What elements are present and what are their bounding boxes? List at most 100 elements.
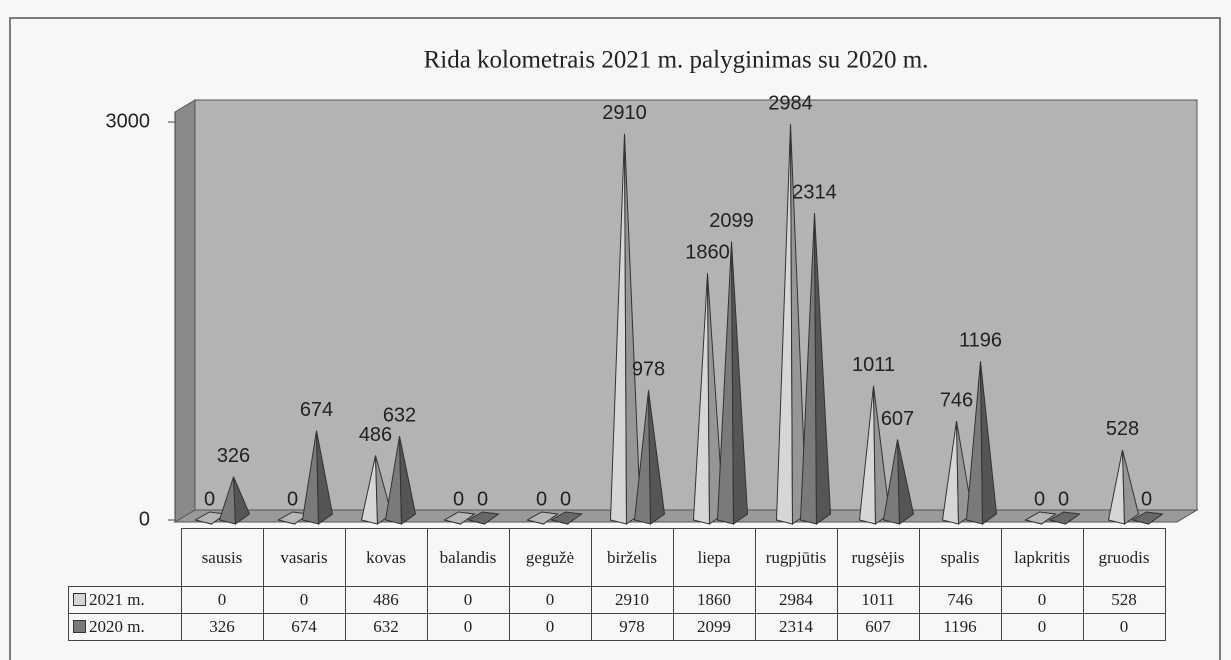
pyramid — [882, 439, 915, 525]
pyramid-face — [897, 439, 915, 525]
table-row: sausis vasaris kovas balandis gegužė birželis… — [69, 528, 1166, 587]
legend-swatch — [73, 620, 86, 633]
table-cell: vasaris — [262, 528, 346, 587]
side-wall — [174, 99, 196, 523]
table-cell: 0 — [1000, 586, 1084, 614]
data-label: 528 — [1106, 418, 1139, 440]
back-wall — [194, 99, 1198, 511]
table-cell: 2021 m. — [68, 586, 182, 614]
pyramid-base — [1024, 511, 1057, 525]
table-cell: 2910 — [590, 586, 674, 614]
pyramid-base — [1131, 511, 1164, 525]
table-cell — [69, 529, 182, 587]
legend-label: 2021 m. — [89, 590, 145, 609]
pyramid — [443, 511, 476, 525]
table-cell: 607 — [836, 613, 920, 641]
table-cell: 0 — [426, 613, 510, 641]
table-cell: 1860 — [672, 586, 756, 614]
data-label: 978 — [632, 359, 665, 381]
table-cell: 1196 — [918, 613, 1002, 641]
pyramid — [858, 385, 891, 525]
pyramid — [716, 241, 749, 525]
pyramid — [1048, 511, 1081, 525]
table-cell: 0 — [1082, 613, 1166, 641]
pyramid-base — [526, 511, 559, 525]
pyramid-base — [467, 511, 500, 525]
pyramid — [633, 390, 666, 525]
table-cell: rugsėjis — [836, 528, 920, 587]
pyramid-face — [648, 390, 666, 525]
data-label: 1860 — [685, 242, 730, 264]
data-label: 0 — [453, 488, 464, 510]
table-cell: balandis — [426, 528, 510, 587]
legend-swatch — [73, 593, 86, 606]
pyramid-face — [1122, 449, 1140, 525]
data-label: 632 — [383, 404, 416, 426]
pyramid — [609, 133, 642, 525]
legend-label: 2020 m. — [89, 617, 145, 636]
pyramid-face — [399, 436, 417, 525]
table-cell: 326 — [180, 613, 264, 641]
table-cell: lapkritis — [1000, 528, 1084, 587]
table-cell: 0 — [262, 586, 346, 614]
table-cell: kovas — [344, 528, 428, 587]
data-label: 746 — [940, 389, 973, 411]
pyramid — [799, 212, 832, 525]
table-row: 2020 m. 326 674 632 0 0 978 2099 2314 607 1196 0 0 — [68, 613, 1166, 641]
table-cell: 746 — [918, 586, 1002, 614]
pyramid — [301, 430, 334, 525]
pyramid — [550, 511, 583, 525]
pyramid-base — [550, 511, 583, 525]
table-cell: gruodis — [1082, 528, 1166, 587]
data-label: 2099 — [709, 210, 754, 232]
y-tick-label: 3000 — [106, 110, 151, 132]
table-cell: 528 — [1082, 586, 1166, 614]
table-cell: 2020 m. — [68, 613, 182, 641]
pyramid — [218, 476, 251, 525]
data-label: 607 — [881, 408, 914, 430]
pyramid-base — [1048, 511, 1081, 525]
data-label: 2984 — [768, 92, 813, 114]
chart-title: Rida kolometrais 2021 m. palyginimas su … — [424, 47, 929, 74]
pyramid-face — [731, 241, 749, 525]
pyramid-face — [624, 133, 642, 525]
data-label: 0 — [1058, 488, 1069, 510]
table-cell: 2984 — [754, 586, 838, 614]
data-table: sausis vasaris kovas balandis gegužė birželis… — [68, 528, 1166, 641]
data-label: 0 — [560, 488, 571, 510]
floor — [173, 509, 1199, 523]
data-label: 486 — [359, 424, 392, 446]
table-cell: 1011 — [836, 586, 920, 614]
table-row: 2021 m. 0 0 486 0 0 2910 1860 2984 1011 746 0 528 — [68, 586, 1166, 614]
pyramid — [775, 124, 808, 525]
table-cell: 674 — [262, 613, 346, 641]
table-cell: sausis — [180, 528, 264, 587]
table-cell: 486 — [344, 586, 428, 614]
data-label: 1011 — [852, 354, 895, 376]
data-label: 0 — [1034, 488, 1045, 510]
pyramid — [692, 273, 725, 525]
data-label: 0 — [204, 488, 215, 510]
pyramid-face — [233, 476, 251, 525]
table-cell: 632 — [344, 613, 428, 641]
table-cell: gegužė — [508, 528, 592, 587]
table-cell: 0 — [180, 586, 264, 614]
pyramid-face — [980, 361, 998, 525]
pyramid-base — [443, 511, 476, 525]
table-cell: spalis — [918, 528, 1002, 587]
pyramid — [965, 361, 998, 525]
pyramid-face — [873, 385, 891, 525]
y-tick-label: 0 — [139, 508, 150, 530]
table-cell: 0 — [426, 586, 510, 614]
data-label: 0 — [536, 488, 547, 510]
data-label: 1196 — [959, 330, 1002, 352]
pyramid — [526, 511, 559, 525]
pyramid-face — [707, 273, 725, 525]
data-label: 2910 — [602, 102, 647, 124]
pyramid-face — [814, 212, 832, 525]
pyramid — [467, 511, 500, 525]
table-cell: 0 — [508, 586, 592, 614]
table-cell: liepa — [672, 528, 756, 587]
